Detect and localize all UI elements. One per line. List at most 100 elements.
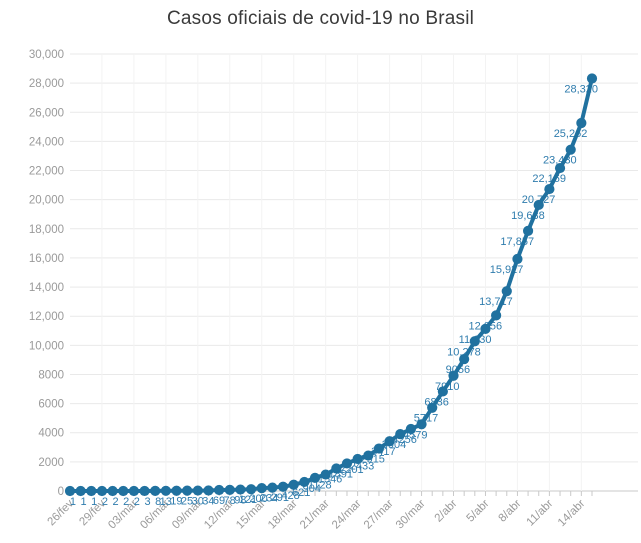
data-point[interactable]	[288, 479, 299, 490]
data-point-label: 291	[271, 492, 289, 504]
data-point-label: 121	[239, 494, 257, 506]
x-tick-label: 8/abr	[497, 498, 524, 525]
y-tick-label: 24,000	[29, 136, 64, 148]
data-point[interactable]	[107, 485, 118, 497]
y-tick-label: 16,000	[29, 253, 64, 265]
x-tick-label: 5/abr	[465, 498, 492, 525]
data-point[interactable]	[267, 482, 278, 493]
data-point[interactable]	[427, 402, 438, 413]
data-point-label: 2	[112, 496, 118, 508]
data-point[interactable]	[118, 485, 129, 497]
y-tick-label: 10,000	[29, 340, 64, 352]
data-point[interactable]	[405, 423, 416, 435]
y-tick-label: 2000	[38, 457, 64, 469]
data-point-label: 10,278	[447, 346, 481, 358]
data-point-label: 98	[234, 495, 246, 507]
x-tick-label: 2/abr	[433, 498, 460, 525]
data-point[interactable]	[554, 162, 566, 174]
data-point-label: 78	[224, 495, 236, 507]
data-point-label: 13,717	[479, 296, 513, 308]
data-point[interactable]	[75, 485, 86, 497]
data-point-label: 19,638	[511, 210, 545, 222]
data-point[interactable]	[331, 463, 342, 474]
data-point[interactable]	[182, 485, 193, 496]
y-tick-label: 28,000	[29, 78, 64, 90]
y-tick-label: 18,000	[29, 224, 64, 236]
data-point[interactable]	[256, 482, 267, 494]
data-point[interactable]	[341, 458, 353, 469]
data-point[interactable]	[512, 253, 523, 265]
data-point[interactable]	[160, 485, 171, 496]
y-tick-label: 6000	[38, 399, 64, 411]
y-tick-label: 14,000	[29, 282, 64, 294]
data-point[interactable]	[224, 484, 235, 495]
data-point[interactable]	[533, 199, 544, 211]
data-point-label: 1	[91, 496, 97, 508]
y-tick-label: 8000	[38, 369, 64, 381]
data-point[interactable]	[309, 472, 321, 483]
x-tick-label: 11/abr	[525, 498, 556, 529]
data-point[interactable]	[64, 485, 76, 497]
data-point[interactable]	[501, 286, 512, 297]
y-tick-label: 20,000	[29, 195, 64, 207]
data-point-label: 1	[70, 496, 76, 508]
data-point[interactable]	[459, 353, 470, 365]
x-tick-label: 27/mar	[362, 498, 396, 532]
data-point[interactable]	[246, 484, 257, 495]
data-point-label: 28,320	[564, 83, 598, 95]
data-point-label: 13	[160, 496, 172, 508]
y-tick-label: 12,000	[29, 311, 64, 323]
data-point[interactable]	[448, 370, 459, 381]
data-point[interactable]	[416, 419, 427, 430]
series-line	[68, 76, 594, 493]
data-point[interactable]	[565, 144, 576, 155]
data-point[interactable]	[491, 310, 502, 321]
data-point[interactable]	[522, 225, 534, 236]
y-tick-label: 30,000	[29, 49, 64, 61]
x-tick-label: 24/mar	[330, 498, 364, 532]
data-point[interactable]	[171, 485, 182, 496]
data-point-label: 428	[281, 490, 299, 502]
data-point-label: 2	[134, 496, 140, 508]
data-point-label: 22,169	[532, 173, 566, 185]
data-point-label: 8	[155, 496, 161, 508]
data-point[interactable]	[192, 485, 203, 496]
data-point[interactable]	[235, 484, 246, 495]
data-point[interactable]	[363, 450, 374, 461]
data-point[interactable]	[214, 484, 225, 496]
data-point[interactable]	[352, 453, 363, 465]
data-point[interactable]	[544, 183, 555, 195]
x-tick-label: 14/abr	[556, 498, 588, 530]
x-tick-label: 30/mar	[394, 498, 428, 532]
data-point[interactable]	[86, 485, 97, 497]
data-point[interactable]	[96, 485, 108, 497]
data-point[interactable]	[139, 485, 150, 497]
data-point-label: 15,927	[490, 264, 524, 276]
data-point[interactable]	[480, 323, 491, 334]
y-tick-label: 4000	[38, 428, 64, 440]
data-point[interactable]	[299, 476, 310, 488]
data-point-label: 25,262	[554, 128, 588, 140]
data-point[interactable]	[576, 117, 587, 129]
data-point[interactable]	[203, 485, 214, 496]
data-point[interactable]	[437, 386, 448, 397]
data-point[interactable]	[395, 429, 406, 440]
data-point-label: 19	[170, 496, 182, 508]
data-point[interactable]	[150, 485, 161, 496]
data-point[interactable]	[469, 336, 480, 347]
data-point[interactable]	[320, 469, 331, 480]
x-tick-label: 21/mar	[298, 498, 332, 532]
data-point[interactable]	[277, 481, 289, 492]
data-point-label: 2	[102, 496, 108, 508]
data-point[interactable]	[384, 436, 395, 447]
data-point-label: 17,857	[500, 236, 534, 248]
chart-title: Casos oficiais de covid-19 no Brasil	[166, 8, 475, 29]
data-point[interactable]	[373, 443, 385, 454]
data-point-label: 3	[144, 496, 150, 508]
y-tick-label: 26,000	[29, 107, 64, 119]
data-point[interactable]	[128, 485, 140, 497]
y-tick-label: 0	[58, 486, 64, 498]
data-point[interactable]	[586, 73, 598, 84]
